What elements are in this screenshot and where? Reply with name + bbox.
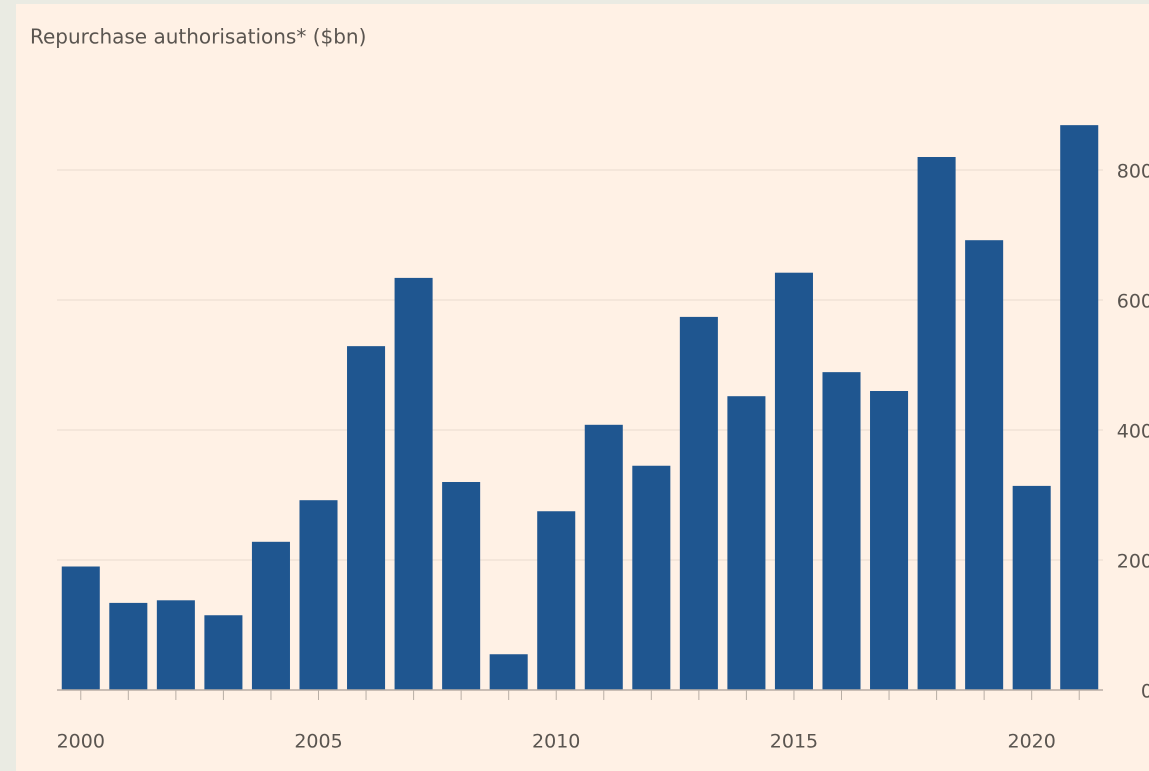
bar (394, 277, 433, 690)
x-tick-label: 2010 (532, 731, 580, 753)
y-tick-label: 200 (1117, 551, 1149, 573)
bar (1012, 485, 1051, 690)
bar (299, 500, 338, 690)
x-tick-label: 2000 (57, 731, 105, 753)
bar (204, 615, 243, 690)
x-tick-label: 2005 (294, 731, 342, 753)
bar (156, 600, 195, 690)
bar (679, 316, 718, 690)
y-tick-label: 400 (1117, 421, 1149, 443)
chart-title: Repurchase authorisations* ($bn) (30, 25, 366, 49)
bar (109, 602, 148, 690)
bar (917, 157, 956, 690)
bar (632, 465, 671, 690)
bar (822, 372, 861, 690)
bar (727, 396, 766, 690)
bar (347, 346, 386, 690)
bar (774, 272, 813, 690)
bar (61, 566, 100, 690)
x-tick-label: 2015 (770, 731, 818, 753)
bar (1060, 125, 1099, 690)
bar (870, 391, 909, 690)
bar (442, 482, 481, 690)
y-tick-label: 0 (1141, 681, 1149, 703)
bar (251, 541, 290, 690)
bar (537, 511, 576, 690)
y-tick-label: 800 (1117, 161, 1149, 183)
y-tick-label: 600 (1117, 291, 1149, 313)
bar (489, 654, 528, 690)
bar (584, 424, 623, 690)
x-tick-label: 2020 (1008, 731, 1056, 753)
bar (965, 240, 1004, 690)
